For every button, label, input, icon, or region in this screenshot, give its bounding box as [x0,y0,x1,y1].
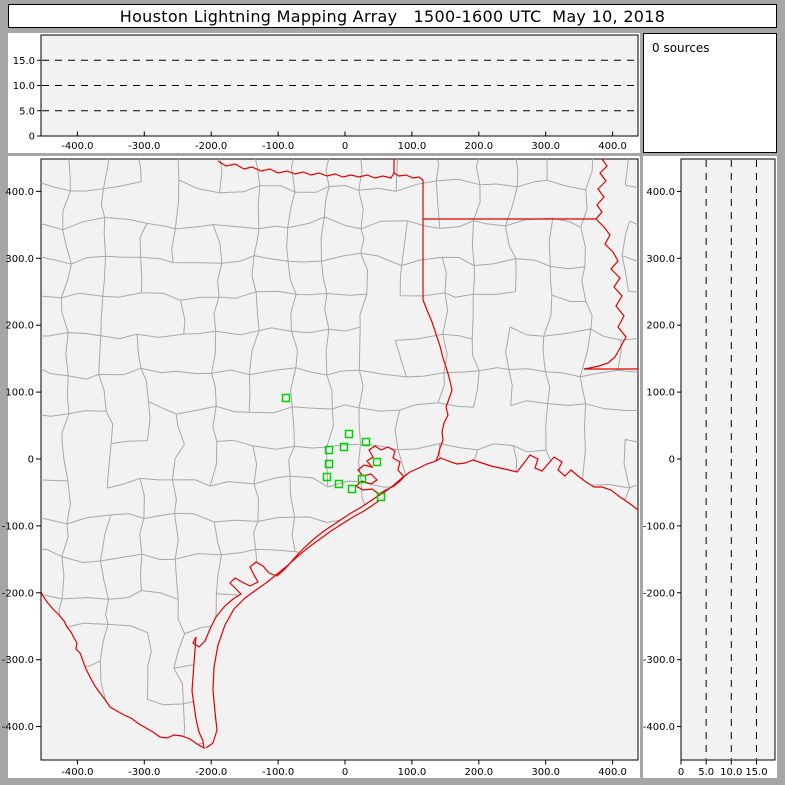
x-tick-label: 100.0 [398,141,427,152]
x-tick-label: -100.0 [262,141,294,152]
map-plot[interactable]: -400.0 -300.0 -200.0 -100.0 0 100.0 200.0 300.0… [2,156,640,778]
sabine-river-border [422,299,453,462]
map-panel: -400.0 -300.0 -200.0 -100.0 0 100.0 200.0 300.0… [2,156,640,778]
y-tick-label: -400.0 [643,722,675,733]
station-marker [334,479,344,489]
y-tick-label: 10.0 [13,81,35,92]
x-tick-label: -200.0 [195,767,227,778]
x-tick-label: -300.0 [128,141,160,152]
x-tick-label: 0 [342,767,348,778]
x-tick-label: 0 [678,767,684,778]
sources-count-label: 0 sources [652,41,710,55]
y-tick-label: 200.0 [646,321,675,332]
map-plot-area[interactable] [40,158,639,761]
gulf-coastline [40,454,639,750]
altitude-ns-plot[interactable]: 0 5.0 10.0 15.0 400.0 300.0 200.0 100.0 0 -100.0 -… [643,156,777,778]
y-tick-label: -100.0 [643,521,675,532]
y-tick-label: 300.0 [5,254,34,265]
altitude-ns-plot-area[interactable] [680,158,776,761]
x-tick-label: 5.0 [698,767,714,778]
y-tick-label: 5.0 [19,106,35,117]
altitude-ew-plot[interactable]: -400.0 -300.0 -200.0 -100.0 0 100.0 200.0 300.0… [8,33,640,153]
galveston-bay-outline [354,445,405,495]
y-tick-label: 100.0 [646,388,675,399]
y-tick-label: 300.0 [646,254,675,265]
station-marker [376,492,386,502]
y-tick-label: -300.0 [2,655,34,666]
map-axes: -400.0 -300.0 -200.0 -100.0 0 100.0 200.0 300.0… [2,158,639,778]
y-tick-label: -100.0 [2,521,34,532]
x-tick-label: 400.0 [598,141,627,152]
y-tick-label: 0 [29,132,35,143]
barrier-island-coast [205,499,381,749]
x-tick-label: 10.0 [720,767,742,778]
altitude-ew-panel: -400.0 -300.0 -200.0 -100.0 0 100.0 200.0 300.0… [8,33,640,153]
x-tick-label: 200.0 [464,767,493,778]
y-tick-label: 400.0 [5,187,34,198]
y-tick-label: -300.0 [643,655,675,666]
window-title: Houston Lightning Mapping Array 1500-160… [119,6,666,26]
altitude-ew-plot-area[interactable] [40,34,639,137]
station-marker [344,429,354,439]
x-tick-label: 300.0 [531,767,560,778]
y-tick-label: 200.0 [5,321,34,332]
y-tick-label: -400.0 [2,722,34,733]
y-tick-label: 400.0 [646,187,675,198]
station-marker [322,472,332,482]
red-river-border [217,160,424,181]
altitude-ns-panel: 0 5.0 10.0 15.0 400.0 300.0 200.0 100.0 0 -100.0 -… [643,156,777,778]
title-bar: Houston Lightning Mapping Array 1500-160… [8,4,777,28]
station-marker [281,393,291,403]
x-tick-label: -400.0 [61,767,93,778]
station-marker [324,459,334,469]
x-tick-label: 100.0 [398,767,427,778]
x-tick-label: -200.0 [195,141,227,152]
x-tick-label: 15.0 [745,767,767,778]
station-marker [324,445,334,455]
x-tick-label: 0 [342,141,348,152]
y-tick-label: 0 [28,455,34,466]
y-tick-label: -200.0 [643,588,675,599]
station-marker [339,442,349,452]
x-tick-label: 400.0 [598,767,627,778]
x-tick-label: -300.0 [128,767,160,778]
x-tick-label: 300.0 [531,141,560,152]
mississippi-river-border [583,158,627,370]
altitude-ew-axes: -400.0 -300.0 -200.0 -100.0 0 100.0 200.0 300.0… [13,34,639,152]
sources-count-panel: 0 sources [643,33,777,153]
y-tick-label: 100.0 [5,388,34,399]
station-marker [357,474,367,484]
station-marker [361,437,371,447]
station-marker [372,457,382,467]
y-tick-label: -200.0 [2,588,34,599]
altitude-ns-axes: 0 5.0 10.0 15.0 400.0 300.0 200.0 100.0 0 -100.0 -… [643,158,776,778]
y-tick-label: 0 [669,455,675,466]
y-tick-label: 15.0 [13,56,35,67]
county-boundaries [41,159,638,748]
x-tick-label: 200.0 [464,141,493,152]
x-tick-label: -400.0 [61,141,93,152]
station-marker [347,484,357,494]
x-tick-label: -100.0 [262,767,294,778]
